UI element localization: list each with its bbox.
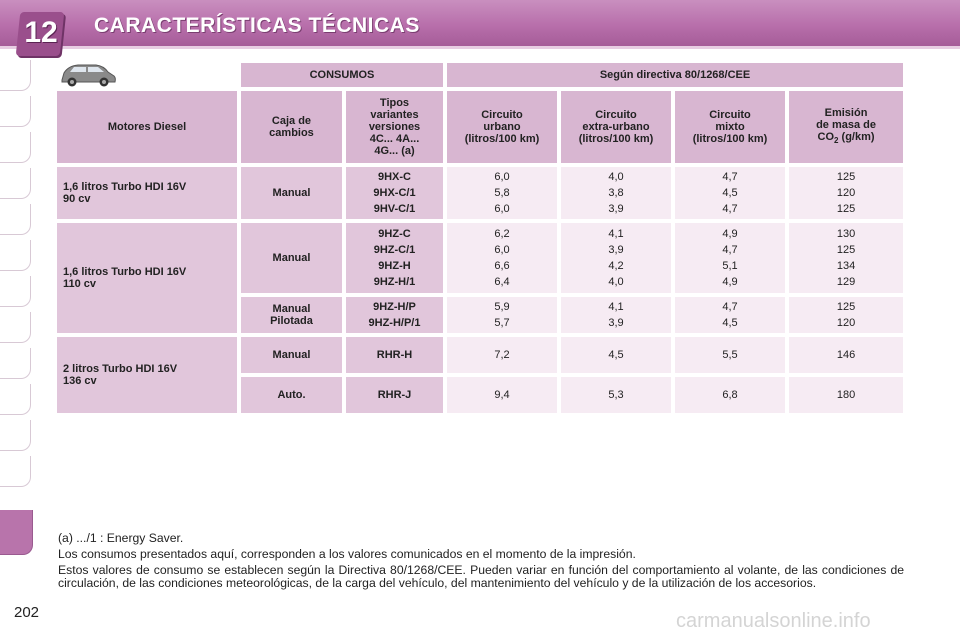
section-tab[interactable] (0, 60, 31, 91)
tipo-cell: RHR-H (346, 337, 443, 373)
emision-cell: 130 125 134 129 (789, 223, 904, 293)
caja-cell: Manual Pilotada (241, 297, 342, 333)
page-title: CARACTERÍSTICAS TÉCNICAS (94, 14, 420, 37)
urbano-cell: 9,4 (447, 377, 557, 413)
mixto-cell: 6,8 (675, 377, 785, 413)
motor-cell: 2 litros Turbo HDI 16V 136 cv (57, 337, 237, 413)
consumption-table: CONSUMOS Según directiva 80/1268/CEE Mot… (53, 59, 907, 417)
header-divider (0, 46, 960, 49)
table-row: 2 litros Turbo HDI 16V 136 cv Manual RHR… (57, 337, 904, 413)
section-tab[interactable] (0, 348, 31, 379)
directive-header: Según directiva 80/1268/CEE (447, 63, 904, 87)
section-tab[interactable] (0, 132, 31, 163)
footnotes: (a) .../1 : Energy Saver. Los consumos p… (58, 532, 904, 593)
header-band (0, 0, 960, 46)
mixto-cell: 4,7 4,5 4,7 (675, 167, 785, 219)
caja-cell: Manual (241, 337, 342, 373)
tipo-cell: RHR-J (346, 377, 443, 413)
urbano-cell: 6,0 5,8 6,0 (447, 167, 557, 219)
extra-cell: 4,0 3,8 3,9 (561, 167, 671, 219)
footnote-directiva: Estos valores de consumo se establecen s… (58, 563, 904, 590)
emision-cell: 125 120 125 (789, 167, 904, 219)
mixto-cell: 4,7 4,5 (675, 297, 785, 333)
urbano-cell: 7,2 (447, 337, 557, 373)
consumos-header: CONSUMOS (241, 63, 443, 87)
caja-cell: Auto. (241, 377, 342, 413)
emision-cell: 125 120 (789, 297, 904, 333)
mixto-cell: 5,5 (675, 337, 785, 373)
column-header-urbano: Circuito urbano (litros/100 km) (447, 91, 557, 163)
footnote-consumos: Los consumos presentados aquí, correspon… (58, 547, 636, 561)
chapter-number: 12 (24, 16, 58, 49)
section-tab[interactable] (0, 168, 31, 199)
column-header-tipos: Tipos variantes versiones 4C... 4A... 4G… (346, 91, 443, 163)
section-tab[interactable] (0, 276, 31, 307)
table-row: Manual Pilotada 9HZ-H/P 9HZ-H/P/1 5,9 5,… (57, 297, 904, 333)
section-tab-active[interactable] (0, 510, 33, 555)
caja-cell: Manual (241, 223, 342, 293)
extra-cell: 4,1 3,9 (561, 297, 671, 333)
caja-cell: Manual (241, 167, 342, 219)
column-header-mixto: Circuito mixto (litros/100 km) (675, 91, 785, 163)
tipo-cell: 9HZ-H/P 9HZ-H/P/1 (346, 297, 443, 333)
tipo-cell: 9HX-C 9HX-C/1 9HV-C/1 (346, 167, 443, 219)
emision-cell: 180 (789, 377, 904, 413)
column-header-caja: Caja de cambios (241, 91, 342, 163)
tipo-cell: 9HZ-C 9HZ-C/1 9HZ-H 9HZ-H/1 (346, 223, 443, 293)
table-row: Auto. RHR-J 9,4 5,3 6,8 180 (57, 377, 904, 413)
column-header-emision: Emisión de masa de CO2 (g/km) (789, 91, 904, 163)
emision-cell: 146 (789, 337, 904, 373)
extra-cell: 4,1 3,9 4,2 4,0 (561, 223, 671, 293)
section-tab[interactable] (0, 456, 31, 487)
table-row: 1,6 litros Turbo HDI 16V 110 cv Manual 9… (57, 223, 904, 333)
extra-cell: 5,3 (561, 377, 671, 413)
section-tabs (0, 60, 34, 600)
section-tab[interactable] (0, 420, 31, 451)
watermark: carmanualsonline.info (676, 610, 871, 632)
motor-cell: 1,6 litros Turbo HDI 16V 110 cv (57, 223, 237, 333)
section-tab[interactable] (0, 312, 31, 343)
mixto-cell: 4,9 4,7 5,1 4,9 (675, 223, 785, 293)
column-header-extra: Circuito extra-urbano (litros/100 km) (561, 91, 671, 163)
motor-cell: 1,6 litros Turbo HDI 16V 90 cv (57, 167, 237, 219)
page-number: 202 (14, 604, 40, 621)
section-tab[interactable] (0, 96, 31, 127)
section-tab[interactable] (0, 204, 31, 235)
column-header-motor: Motores Diesel (57, 91, 237, 163)
section-tab[interactable] (0, 240, 31, 271)
car-icon (56, 60, 120, 90)
urbano-cell: 6,2 6,0 6,6 6,4 (447, 223, 557, 293)
table-row: 1,6 litros Turbo HDI 16V 90 cv Manual 9H… (57, 167, 904, 219)
urbano-cell: 5,9 5,7 (447, 297, 557, 333)
footnote-energy-saver: (a) .../1 : Energy Saver. (58, 531, 184, 545)
extra-cell: 4,5 (561, 337, 671, 373)
section-tab[interactable] (0, 384, 31, 415)
